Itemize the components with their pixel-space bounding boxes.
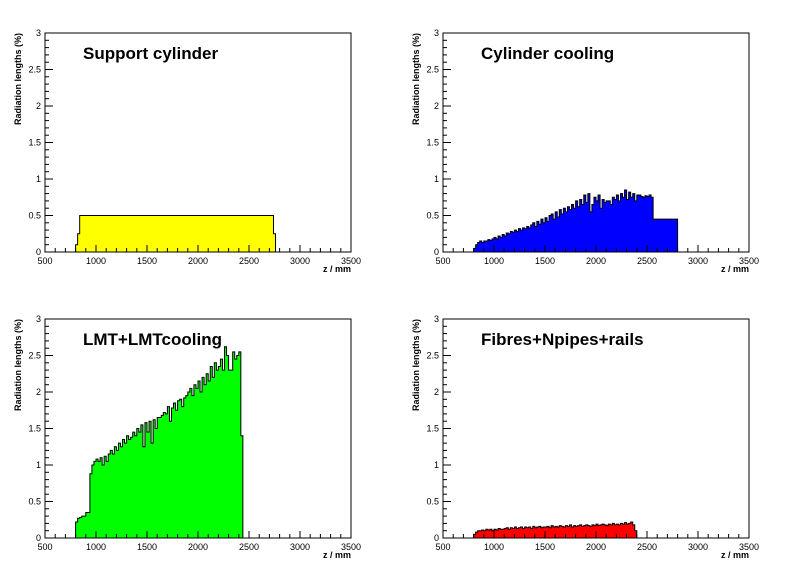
panel-title: Support cylinder xyxy=(83,44,218,63)
y-tick-label: 3 xyxy=(434,28,439,38)
panel-title: Fibres+Npipes+rails xyxy=(481,330,644,349)
histogram-area xyxy=(473,521,676,539)
y-tick-label: 0 xyxy=(36,247,41,257)
y-tick-label: 1 xyxy=(434,460,439,470)
y-tick-label: 1.5 xyxy=(426,138,439,148)
plot-frame xyxy=(442,318,750,539)
x-tick-label: 2000 xyxy=(586,542,606,552)
y-tick-label: 2.5 xyxy=(28,65,41,75)
x-axis-label: z / mm xyxy=(721,264,749,274)
panel-4: 500 1000 1500 2000 2500 3000 3500 0 0.5 1 1.5 2 2.5 3… xyxy=(411,314,759,560)
histogram xyxy=(75,215,277,253)
x-tick-label: 3000 xyxy=(290,542,310,552)
histogram-area xyxy=(75,346,278,539)
x-tick-label: 3000 xyxy=(688,256,708,266)
x-tick-label: 3500 xyxy=(739,256,759,266)
x-tick-label: 1000 xyxy=(484,542,504,552)
x-tick-label: 500 xyxy=(435,542,450,552)
x-axis-label: z / mm xyxy=(323,264,351,274)
x-tick-label: 1500 xyxy=(535,256,555,266)
histogram-area xyxy=(75,215,277,253)
histogram xyxy=(473,189,679,253)
x-tick-label: 2000 xyxy=(586,256,606,266)
histogram xyxy=(75,346,278,539)
y-tick-label: 2 xyxy=(36,101,41,111)
x-tick-label: 500 xyxy=(37,256,52,266)
y-tick-label: 0.5 xyxy=(28,497,41,507)
histogram-area xyxy=(473,189,679,253)
x-tick-label: 500 xyxy=(435,256,450,266)
x-tick-label: 3000 xyxy=(290,256,310,266)
x-tick-label: 1000 xyxy=(484,256,504,266)
x-tick-label: 2500 xyxy=(239,542,259,552)
y-tick-label: 1.5 xyxy=(426,424,439,434)
y-tick-label: 0 xyxy=(36,533,41,543)
y-tick-label: 0 xyxy=(434,247,439,257)
y-tick-label: 2 xyxy=(36,387,41,397)
x-tick-label: 3500 xyxy=(341,542,361,552)
panel-title: Cylinder cooling xyxy=(481,44,614,63)
x-tick-label: 1000 xyxy=(86,542,106,552)
y-tick-label: 0.5 xyxy=(426,497,439,507)
x-tick-label: 3500 xyxy=(341,256,361,266)
y-axis-label: Radiation lengths (%) xyxy=(411,33,421,125)
y-axis-label: Radiation lengths (%) xyxy=(13,319,23,411)
y-tick-label: 2 xyxy=(434,387,439,397)
y-tick-label: 1 xyxy=(434,174,439,184)
y-tick-label: 3 xyxy=(36,28,41,38)
x-tick-label: 500 xyxy=(37,542,52,552)
y-tick-label: 1 xyxy=(36,174,41,184)
y-tick-label: 2.5 xyxy=(426,351,439,361)
y-tick-label: 0.5 xyxy=(28,211,41,221)
y-axis-label: Radiation lengths (%) xyxy=(411,319,421,411)
y-tick-label: 3 xyxy=(434,314,439,324)
x-axis-label: z / mm xyxy=(323,550,351,560)
x-tick-label: 1500 xyxy=(137,256,157,266)
y-tick-label: 0.5 xyxy=(426,211,439,221)
x-tick-label: 2500 xyxy=(239,256,259,266)
panel-title: LMT+LMTcooling xyxy=(83,330,222,349)
x-tick-label: 3500 xyxy=(739,542,759,552)
y-tick-label: 0 xyxy=(434,533,439,543)
x-tick-label: 2500 xyxy=(637,256,657,266)
y-tick-label: 1.5 xyxy=(28,138,41,148)
x-tick-label: 1000 xyxy=(86,256,106,266)
x-axis-label: z / mm xyxy=(721,550,749,560)
x-tick-label: 3000 xyxy=(688,542,708,552)
x-tick-label: 2000 xyxy=(188,256,208,266)
x-tick-label: 2500 xyxy=(637,542,657,552)
y-tick-label: 2 xyxy=(434,101,439,111)
y-tick-label: 2.5 xyxy=(426,65,439,75)
panel-2: 500 1000 1500 2000 2500 3000 3500 0 0.5 1 1.5 2 2.5 3… xyxy=(411,28,759,274)
x-tick-label: 1500 xyxy=(137,542,157,552)
y-axis-label: Radiation lengths (%) xyxy=(13,33,23,125)
y-tick-label: 1.5 xyxy=(28,424,41,434)
histogram xyxy=(473,521,676,539)
y-tick-label: 3 xyxy=(36,314,41,324)
panel-3: 500 1000 1500 2000 2500 3000 3500 0 0.5 1 1.5 2 2.5 3… xyxy=(13,314,361,560)
x-tick-label: 2000 xyxy=(188,542,208,552)
panel-1: 500 1000 1500 2000 2500 3000 3500 0 0.5 1 1.5 2 2.5 3… xyxy=(13,28,361,274)
y-tick-label: 1 xyxy=(36,460,41,470)
y-tick-label: 2.5 xyxy=(28,351,41,361)
x-tick-label: 1500 xyxy=(535,542,555,552)
